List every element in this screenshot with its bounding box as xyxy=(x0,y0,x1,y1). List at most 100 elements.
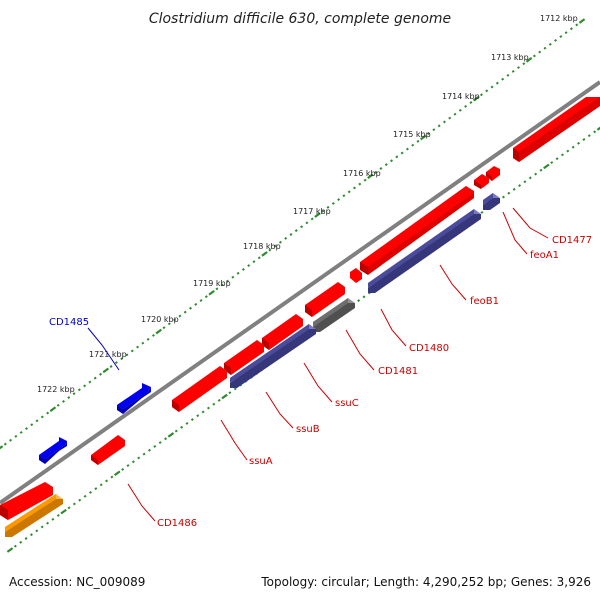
outer-track-minor-tick xyxy=(130,349,134,353)
outer-track-minor-tick xyxy=(379,167,383,170)
outer-track-minor-tick xyxy=(236,271,240,275)
outer-track-minor-tick xyxy=(347,190,351,194)
gene-label-ssua[interactable]: ssuA xyxy=(249,456,273,467)
inner-track-minor-tick xyxy=(35,529,39,533)
outer-track-minor-tick xyxy=(548,42,552,46)
tick-label-1713: 1713 kbp xyxy=(491,53,529,62)
inner-track-minor-tick xyxy=(13,544,17,548)
outer-track-major-tick xyxy=(0,445,4,450)
outer-track-minor-tick xyxy=(400,151,404,155)
outer-track-minor-tick xyxy=(310,217,314,221)
outer-track-minor-tick xyxy=(469,101,473,104)
inner-track-major-tick xyxy=(543,163,550,170)
inner-track-minor-tick xyxy=(560,153,564,157)
inner-track-minor-tick xyxy=(507,191,511,195)
outer-track-minor-tick xyxy=(495,81,499,85)
gene-label-cd1486[interactable]: CD1486 xyxy=(157,518,197,529)
gene-label-cd1477[interactable]: CD1477 xyxy=(552,235,592,246)
inner-track-major-tick xyxy=(221,393,228,400)
gene-arrow-cd1486[interactable] xyxy=(91,435,125,465)
gene-label-cd1480[interactable]: CD1480 xyxy=(409,343,449,354)
gene-arrow-cd1477[interactable] xyxy=(513,97,600,162)
outer-track-minor-tick xyxy=(188,306,192,310)
gene-label-feob1[interactable]: feoB1 xyxy=(470,296,499,307)
outer-track-minor-tick xyxy=(141,341,145,345)
gene-arrow-left-edge[interactable] xyxy=(0,482,53,520)
outer-track-minor-tick xyxy=(437,124,441,128)
outer-track-minor-tick xyxy=(427,132,431,136)
outer-track-major-tick xyxy=(472,95,480,102)
inner-track-minor-tick xyxy=(105,479,109,483)
inner-track-minor-tick xyxy=(19,540,23,544)
leader-cd1485 xyxy=(87,327,120,371)
gene-label-ssuc[interactable]: ssuC xyxy=(335,398,359,409)
gene-arrow-cd1481[interactable] xyxy=(313,298,355,332)
gene-arrow-forward-small[interactable] xyxy=(39,437,67,464)
tick-label-1716: 1716 kbp xyxy=(343,169,381,178)
outer-track-minor-tick xyxy=(374,170,378,174)
inner-track-minor-tick xyxy=(228,391,232,395)
inner-track-minor-tick xyxy=(131,460,135,464)
outer-track-major-tick xyxy=(261,251,268,257)
gene-arrow-ssua[interactable] xyxy=(172,366,227,412)
outer-track-minor-tick xyxy=(257,256,261,260)
gene-arrow-cd1485[interactable] xyxy=(117,383,151,414)
outer-track-minor-tick xyxy=(442,120,446,124)
outer-track-minor-tick xyxy=(326,205,330,209)
gene-arrow-feoa1[interactable] xyxy=(486,166,500,181)
outer-track-minor-tick xyxy=(46,411,50,415)
leader-ssua xyxy=(220,419,248,461)
inner-track-minor-tick xyxy=(153,444,157,448)
accession-text: Accession: NC_009089 xyxy=(9,575,145,589)
inner-track-minor-tick xyxy=(110,475,114,479)
genome-backbone xyxy=(0,80,600,505)
inner-track-minor-tick xyxy=(185,421,189,425)
outer-track-minor-tick xyxy=(40,415,44,419)
outer-track-minor-tick xyxy=(490,85,494,89)
outer-track-minor-tick xyxy=(173,318,177,322)
gene-arrow-ssub-inner[interactable] xyxy=(230,324,316,388)
inner-track-minor-tick xyxy=(518,184,522,187)
outer-track-minor-tick xyxy=(247,264,251,268)
map-title: Clostridium difficile 630, complete geno… xyxy=(149,11,451,27)
gene-arrow-cd1480[interactable] xyxy=(305,282,345,317)
inner-track-major-tick xyxy=(167,432,175,438)
gene-arrow-feob1-inner[interactable] xyxy=(368,209,481,293)
inner-track-minor-tick xyxy=(206,406,210,410)
gene-label-cd1481[interactable]: CD1481 xyxy=(378,366,418,377)
outer-track-minor-tick xyxy=(9,438,13,442)
outer-track-minor-tick xyxy=(109,365,113,368)
gene-label-feoa1[interactable]: feoA1 xyxy=(530,250,559,261)
outer-track-minor-tick xyxy=(146,337,150,341)
outer-track-minor-tick xyxy=(3,442,7,446)
gene-arrow-feoa1-inner[interactable] xyxy=(483,193,500,210)
gene-arrow-ssub[interactable] xyxy=(224,340,264,375)
inner-track-minor-tick xyxy=(137,456,141,460)
outer-track-minor-tick xyxy=(331,201,335,205)
gene-arrow-ssuc[interactable] xyxy=(262,314,303,350)
gene-arrow-feob1[interactable] xyxy=(360,186,474,275)
outer-track-minor-tick xyxy=(24,427,28,431)
inner-track-minor-tick xyxy=(201,410,205,414)
gene-label-ssub[interactable]: ssuB xyxy=(296,424,320,435)
outer-track-major-tick xyxy=(155,328,162,335)
outer-track-minor-tick xyxy=(294,229,298,233)
outer-track-minor-tick xyxy=(273,244,277,248)
inner-track-minor-tick xyxy=(56,514,60,517)
outer-track-major-tick xyxy=(525,57,533,63)
outer-track-minor-tick xyxy=(300,225,304,229)
outer-track-minor-tick xyxy=(501,77,505,81)
inner-track-major-tick xyxy=(596,126,600,131)
outer-track-minor-tick xyxy=(405,147,409,151)
gene-arrow-cd-small-1[interactable] xyxy=(474,174,489,189)
outer-track-minor-tick xyxy=(14,434,18,438)
outer-track-minor-tick xyxy=(83,384,87,388)
outer-track-minor-tick xyxy=(363,178,367,182)
inner-track-minor-tick xyxy=(550,161,554,164)
gene-arrow-orange[interactable] xyxy=(5,494,63,537)
inner-track-minor-tick xyxy=(180,425,184,429)
outer-track-minor-tick xyxy=(178,314,182,318)
gene-arrow-cd1480-small[interactable] xyxy=(350,268,362,283)
inner-track-minor-tick xyxy=(78,498,82,502)
gene-label-cd1485[interactable]: CD1485 xyxy=(49,317,89,328)
